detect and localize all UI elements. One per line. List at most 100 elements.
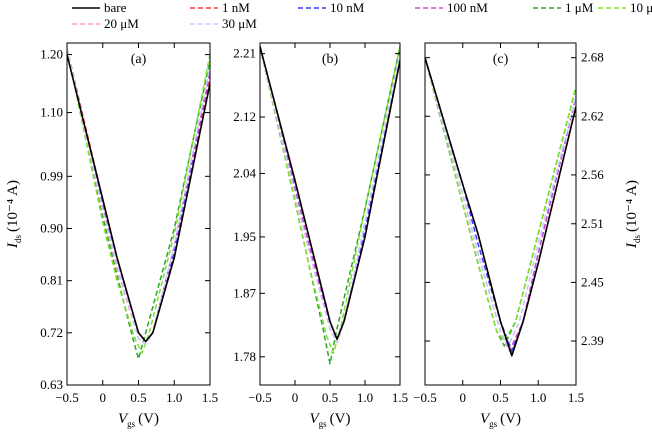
y-axis-label-unit: (10⁻⁴ A): [5, 180, 21, 232]
panel-label: (b): [322, 52, 339, 67]
y-axis-label-main: I: [624, 242, 640, 249]
y-axis-label-sub: ds: [13, 234, 23, 243]
x-axis-label-main: V: [309, 411, 320, 427]
x-tick-label: −0.5: [413, 390, 437, 405]
x-tick-label: 1.5: [202, 390, 218, 405]
y-tick-label: 2.68: [581, 50, 604, 65]
legend-item: 1 μM: [533, 0, 594, 15]
series-line: [425, 57, 576, 352]
y-tick-label: 0.90: [40, 220, 63, 235]
y-axis-label-main: I: [5, 242, 21, 249]
series-line: [425, 57, 576, 347]
series-line: [260, 46, 400, 365]
legend-item: bare: [72, 0, 127, 15]
x-tick-label: −0.5: [55, 390, 79, 405]
y-tick-label: 2.04: [233, 165, 256, 180]
legend-item: 30 μM: [190, 16, 257, 31]
x-axis-label-main: V: [118, 411, 129, 427]
series-line: [67, 48, 210, 346]
series-line: [67, 48, 210, 343]
legend-label: 30 μM: [222, 16, 257, 31]
series-line: [67, 48, 210, 346]
y-tick-label: 2.39: [581, 333, 604, 348]
x-tick-label: 0: [460, 390, 467, 405]
legend-label: 100 nM: [447, 0, 488, 15]
y-axis-label-unit: (10⁻⁴ A): [624, 180, 640, 232]
x-tick-label: 0.5: [130, 390, 146, 405]
y-axis-label-sub: ds: [632, 234, 642, 243]
series-line: [260, 46, 400, 344]
x-tick-label: 1.5: [568, 390, 584, 405]
y-tick-label: 2.51: [581, 216, 604, 231]
legend-item: 100 nM: [415, 0, 488, 15]
series-line: [67, 48, 210, 354]
y-axis-label: Ids (10⁻⁴ A): [5, 180, 23, 249]
panel-label: (c): [493, 52, 509, 67]
x-tick-label: 1.0: [357, 390, 373, 405]
panel-3: −0.5 0 0.5 1.0 1.5 2.39 2.45 2.51 2.56 2.62 2.68 (c…: [413, 42, 642, 429]
x-axis-label-main: V: [480, 411, 491, 427]
y-tick-label: 1.78: [233, 349, 256, 364]
legend-item: 10 nM: [298, 0, 365, 15]
legend-item: 1 nM: [190, 0, 250, 15]
plot-frame: [424, 42, 577, 386]
series-line: [425, 57, 576, 354]
legend-label: bare: [104, 0, 127, 15]
plot-frame: [259, 42, 401, 386]
series-group: [425, 57, 576, 357]
series-line: [260, 46, 400, 341]
legend: bare 1 nM 10 nM 100 nM 1 μM 10 μM 20 μM 30 μM: [72, 0, 652, 31]
x-tick-label: 1.0: [166, 390, 182, 405]
y-tick-label: 1.20: [40, 47, 63, 62]
panel-label: (a): [131, 52, 147, 67]
legend-item: 20 μM: [72, 16, 139, 31]
legend-item: 10 μM: [598, 0, 652, 15]
series-line: [67, 54, 210, 343]
legend-label: 20 μM: [104, 16, 139, 31]
x-axis-label: Vgs (V): [480, 411, 521, 429]
legend-label: 10 μM: [630, 0, 652, 15]
series-line: [425, 57, 576, 352]
x-tick-label: −0.5: [248, 390, 272, 405]
panel-1: −0.5 0 0.5 1.0 1.5 0.63 0.72 0.81 0.90 0.99 1.10 1.…: [5, 42, 218, 429]
y-tick-label: 1.95: [233, 229, 256, 244]
y-axis-label: Ids (10⁻⁴ A): [624, 180, 642, 249]
x-tick-label: 1.0: [530, 390, 546, 405]
y-tick-label: 1.10: [40, 105, 63, 120]
y-tick-label: 2.62: [581, 108, 604, 123]
y-tick-label: 2.21: [233, 46, 256, 61]
y-tick-label: 2.12: [233, 109, 256, 124]
series-line: [260, 46, 400, 340]
series-group: [260, 46, 400, 365]
series-group: [67, 48, 210, 360]
x-tick-label: 1.5: [392, 390, 408, 405]
x-tick-label: 0.5: [492, 390, 508, 405]
x-axis-label-sub: gs: [489, 419, 498, 429]
series-line: [260, 46, 400, 344]
y-tick-label: 0.99: [40, 168, 63, 183]
series-line: [425, 57, 576, 357]
series-line: [425, 57, 576, 342]
x-axis-label: Vgs (V): [118, 411, 159, 429]
series-line: [260, 46, 400, 355]
series-line: [67, 48, 210, 360]
x-axis-label-sub: gs: [127, 419, 136, 429]
legend-label: 1 μM: [565, 0, 594, 15]
y-tick-label: 2.45: [581, 274, 604, 289]
x-tick-label: 0: [292, 390, 299, 405]
panel-2: −0.5 0 0.5 1.0 1.5 1.78 1.87 1.95 2.04 2.12 2.21 (b…: [233, 42, 408, 429]
x-axis-label-unit: (V): [500, 411, 521, 427]
y-tick-label: 1.87: [233, 285, 256, 300]
y-tick-label: 2.56: [581, 167, 604, 182]
x-tick-label: 0: [100, 390, 107, 405]
y-tick-label: 0.72: [40, 325, 63, 340]
x-axis-label-sub: gs: [319, 419, 328, 429]
series-line: [67, 48, 210, 343]
series-line: [260, 46, 400, 340]
series-line: [67, 48, 210, 343]
series-line: [260, 46, 400, 344]
x-axis-label-unit: (V): [330, 411, 351, 427]
x-tick-label: 0.5: [322, 390, 338, 405]
x-axis-label: Vgs (V): [309, 411, 350, 429]
